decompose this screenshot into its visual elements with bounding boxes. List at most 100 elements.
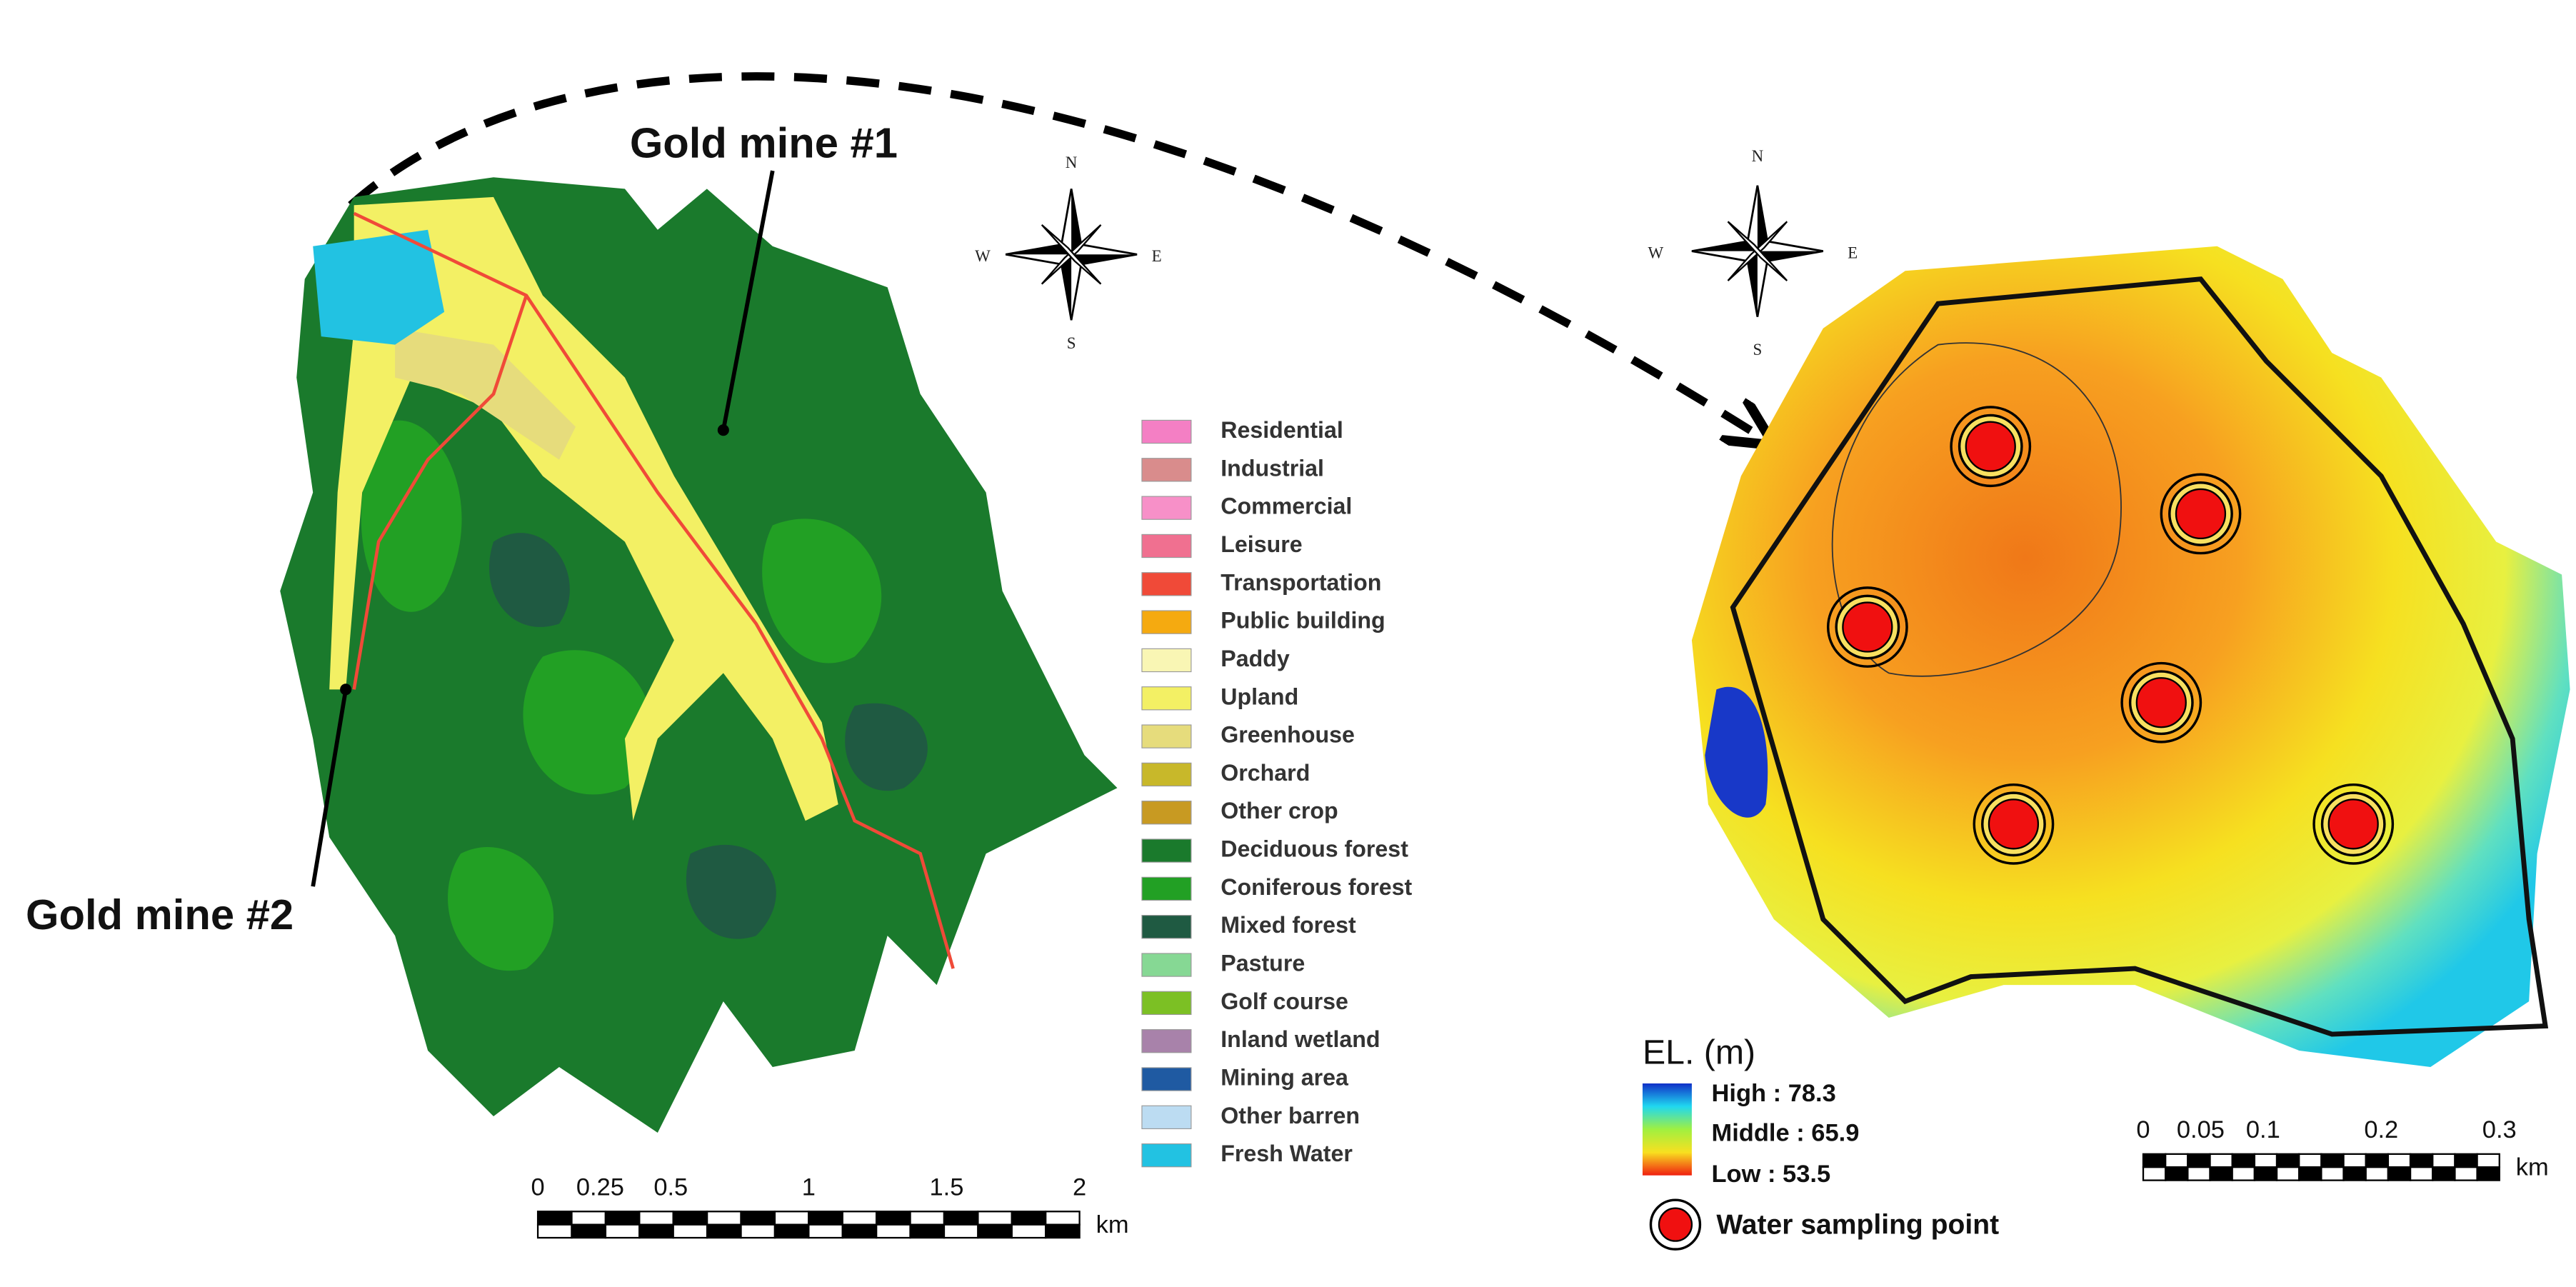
sampling-ring bbox=[2120, 661, 2202, 743]
legend-label: Greenhouse bbox=[1221, 722, 1355, 748]
legend-label: Commercial bbox=[1221, 494, 1352, 519]
compass-w: W bbox=[1648, 244, 1664, 262]
scale-cell bbox=[2187, 1166, 2211, 1181]
sampling-legend-label: Water sampling point bbox=[1716, 1209, 1999, 1240]
scale-cell bbox=[2231, 1166, 2256, 1181]
legend-swatch bbox=[1141, 686, 1192, 711]
legend-label: Mining area bbox=[1221, 1065, 1349, 1091]
scale-cell bbox=[2165, 1166, 2189, 1181]
legend-label: Coniferous forest bbox=[1221, 874, 1412, 900]
legend-label: Pasture bbox=[1221, 951, 1305, 976]
contour bbox=[1831, 342, 2122, 677]
elevation-colorbar bbox=[1642, 1083, 1692, 1176]
mixed-patch bbox=[489, 533, 928, 939]
scale-cell bbox=[2409, 1153, 2434, 1168]
scale-cell bbox=[604, 1223, 641, 1239]
scale-cell bbox=[672, 1223, 708, 1239]
land-use-legend: Residential Industrial Commercial Leisure Tr… bbox=[1141, 417, 1413, 1168]
scale-bar: 0 0.05 0.1 0.2 0.3 km bbox=[2136, 1116, 2549, 1181]
scale-cell bbox=[2231, 1153, 2256, 1168]
scale-cell bbox=[2320, 1153, 2345, 1168]
scale-cell bbox=[536, 1211, 573, 1226]
scale-label: 0.2 bbox=[2364, 1116, 2398, 1143]
sampling-ring bbox=[1950, 406, 2032, 488]
scale-label: 2 bbox=[1073, 1173, 1086, 1201]
compass-w: W bbox=[975, 247, 991, 265]
scale-cell bbox=[943, 1223, 979, 1239]
legend-swatch bbox=[1141, 953, 1192, 977]
legend-label: Inland wetland bbox=[1221, 1026, 1380, 1052]
legend-swatch bbox=[1141, 648, 1192, 673]
scale-cell bbox=[2187, 1153, 2211, 1168]
legend-swatch bbox=[1141, 419, 1192, 444]
road bbox=[352, 211, 955, 969]
legend-label: Deciduous forest bbox=[1221, 836, 1408, 862]
legend-swatch bbox=[1141, 1067, 1192, 1091]
scale-cell bbox=[2476, 1166, 2500, 1181]
scale-label: 1 bbox=[802, 1173, 816, 1201]
sampling-ring bbox=[2160, 473, 2242, 555]
greenhouse-area bbox=[395, 328, 576, 460]
leader-dot bbox=[717, 424, 729, 436]
sampling-ring bbox=[2312, 783, 2395, 865]
high-elevation-zone bbox=[1705, 686, 1768, 818]
legend-label: Upland bbox=[1221, 683, 1298, 709]
scale-cell bbox=[2387, 1166, 2412, 1181]
scale-cell bbox=[2409, 1166, 2434, 1181]
legend-label: Transportation bbox=[1221, 569, 1381, 595]
legend-label: Other barren bbox=[1221, 1103, 1360, 1128]
boundary bbox=[1730, 276, 2549, 1037]
scale-bar: 0 0.25 0.5 1 1.5 2 km bbox=[531, 1173, 1129, 1239]
scale-label: 0.3 bbox=[2482, 1116, 2517, 1143]
scale-cell bbox=[2365, 1153, 2390, 1168]
scale-cell bbox=[706, 1223, 742, 1239]
scale-cell bbox=[2432, 1166, 2456, 1181]
elevation-legend-title: EL. (m) bbox=[1643, 1033, 1755, 1071]
elevation-low: Low : 53.5 bbox=[1712, 1161, 1831, 1188]
coniferous-patch bbox=[361, 420, 882, 971]
scale-label: 1.5 bbox=[929, 1173, 963, 1201]
legend-swatch bbox=[1141, 838, 1192, 863]
scale-cell bbox=[808, 1223, 843, 1239]
sampling-point bbox=[2175, 488, 2227, 540]
scale-cell bbox=[2253, 1166, 2278, 1181]
legend-label: Paddy bbox=[1221, 646, 1290, 671]
scale-cell bbox=[672, 1211, 708, 1226]
scale-cell bbox=[2275, 1153, 2300, 1168]
scale-cell bbox=[2454, 1153, 2478, 1168]
scale-cell bbox=[2342, 1153, 2367, 1168]
scale-label: 0.25 bbox=[576, 1173, 624, 1201]
compass-n: N bbox=[1752, 147, 1764, 165]
scale-cell bbox=[841, 1211, 878, 1226]
compass-s: S bbox=[1067, 334, 1076, 352]
sampling-symbol bbox=[1658, 1207, 1693, 1242]
scale-cell bbox=[2142, 1153, 2167, 1168]
compass bbox=[1690, 184, 1825, 318]
scale-label: 0 bbox=[2136, 1116, 2150, 1143]
scale-unit: km bbox=[1096, 1211, 1129, 1238]
connector-arrow bbox=[348, 72, 1765, 440]
scale-cell bbox=[943, 1211, 979, 1226]
leader-line bbox=[721, 170, 775, 431]
scale-cell bbox=[773, 1211, 810, 1226]
scale-cell bbox=[2209, 1153, 2233, 1168]
scale-cell bbox=[1045, 1223, 1081, 1239]
legend-swatch bbox=[1141, 610, 1192, 634]
legend-swatch bbox=[1141, 876, 1192, 901]
legend-label: Orchard bbox=[1221, 760, 1310, 786]
mine-label: Gold mine #1 bbox=[630, 119, 898, 167]
reservoir bbox=[313, 229, 445, 345]
legend-swatch bbox=[1141, 572, 1192, 596]
scale-cell bbox=[1011, 1223, 1047, 1239]
scale-label: 0.05 bbox=[2177, 1116, 2225, 1143]
compass-e: E bbox=[1848, 244, 1858, 262]
legend-label: Other crop bbox=[1221, 798, 1338, 823]
scale-label: 0 bbox=[531, 1173, 545, 1201]
legend-swatch bbox=[1141, 724, 1192, 748]
scale-cell bbox=[876, 1223, 911, 1239]
scale-cell bbox=[536, 1223, 573, 1239]
scale-cell bbox=[706, 1211, 742, 1226]
scale-cell bbox=[773, 1223, 810, 1239]
